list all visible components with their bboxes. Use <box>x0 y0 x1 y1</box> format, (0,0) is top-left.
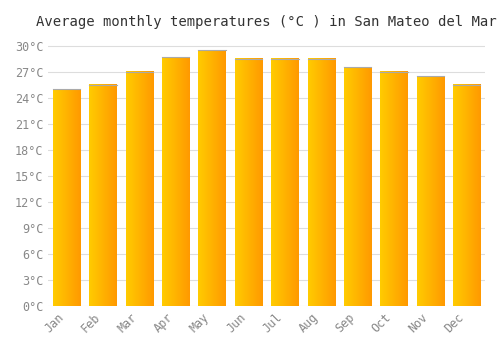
Title: Average monthly temperatures (°C ) in San Mateo del Mar: Average monthly temperatures (°C ) in Sa… <box>36 15 497 29</box>
